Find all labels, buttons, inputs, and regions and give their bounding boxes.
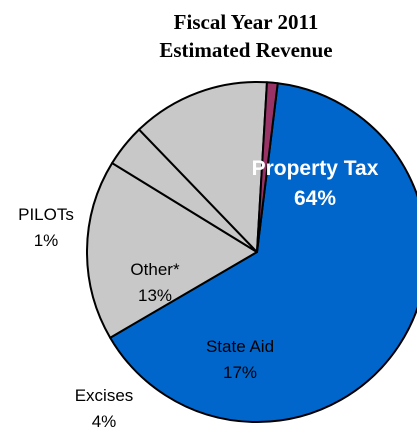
- chart-title-line-1: Fiscal Year 2011: [174, 10, 319, 34]
- slice-value-state-aid: 17%: [223, 363, 257, 382]
- pie-slices: [86, 81, 417, 423]
- pie-slice-pilots: [256, 81, 279, 253]
- slice-label-excises: Excises: [75, 386, 134, 405]
- slice-label-state-aid: State Aid: [206, 337, 274, 356]
- chart-title-line-2: Estimated Revenue: [159, 38, 332, 62]
- pie-labels: Property Tax 64% State Aid 17% Excises 4% Othe…: [18, 157, 379, 429]
- slice-value-property-tax: 64%: [294, 187, 336, 210]
- slice-value-excises: 4%: [92, 412, 117, 429]
- pie-slice-state-aid: [86, 162, 258, 339]
- slice-label-other: Other*: [130, 260, 180, 279]
- pie-slice-other: [138, 81, 268, 253]
- slice-value-pilots: 1%: [34, 231, 59, 250]
- slice-value-other: 13%: [138, 286, 172, 305]
- pie-slice-property-tax: [109, 82, 417, 423]
- slice-label-property-tax: Property Tax: [252, 157, 379, 180]
- slice-label-pilots: PILOTs: [18, 205, 74, 224]
